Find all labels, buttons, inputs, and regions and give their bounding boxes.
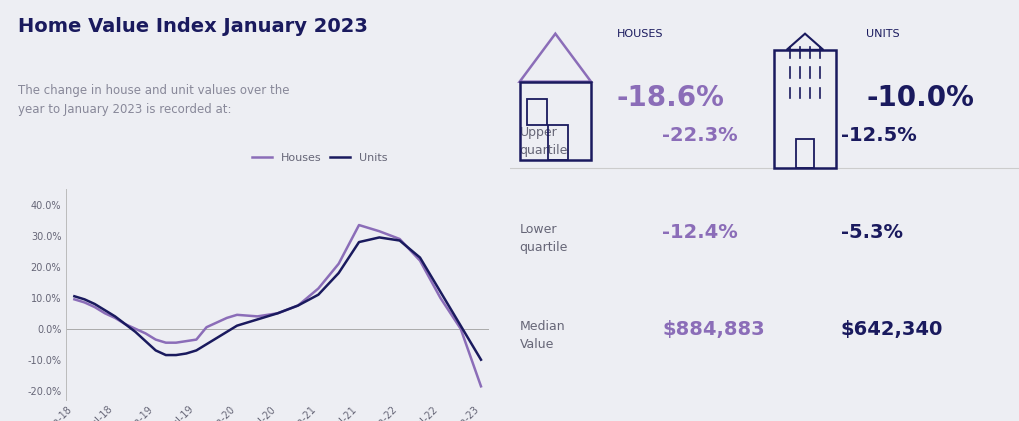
Text: -18.6%: -18.6% [616,84,725,112]
Bar [796,139,814,168]
Text: -5.3%: -5.3% [841,223,903,242]
Bar [520,82,591,160]
Text: Lower
quartile: Lower quartile [520,223,568,254]
Text: HOUSES: HOUSES [616,29,663,40]
Text: $884,883: $884,883 [662,320,765,339]
Text: UNITS: UNITS [866,29,900,40]
Text: -12.4%: -12.4% [662,223,738,242]
Bar [548,125,569,160]
Legend: Houses, Units: Houses, Units [248,149,392,168]
Text: Median
Value: Median Value [520,320,566,351]
Text: -12.5%: -12.5% [841,126,916,145]
Text: Upper
quartile: Upper quartile [520,126,568,157]
Text: Home Value Index January 2023: Home Value Index January 2023 [18,17,368,36]
Bar [527,99,547,125]
Text: The change in house and unit values over the
year to January 2023 is recorded at: The change in house and unit values over… [18,84,289,116]
Text: $642,340: $642,340 [841,320,943,339]
Text: -10.0%: -10.0% [866,84,974,112]
Text: -22.3%: -22.3% [662,126,738,145]
Bar [774,50,836,168]
